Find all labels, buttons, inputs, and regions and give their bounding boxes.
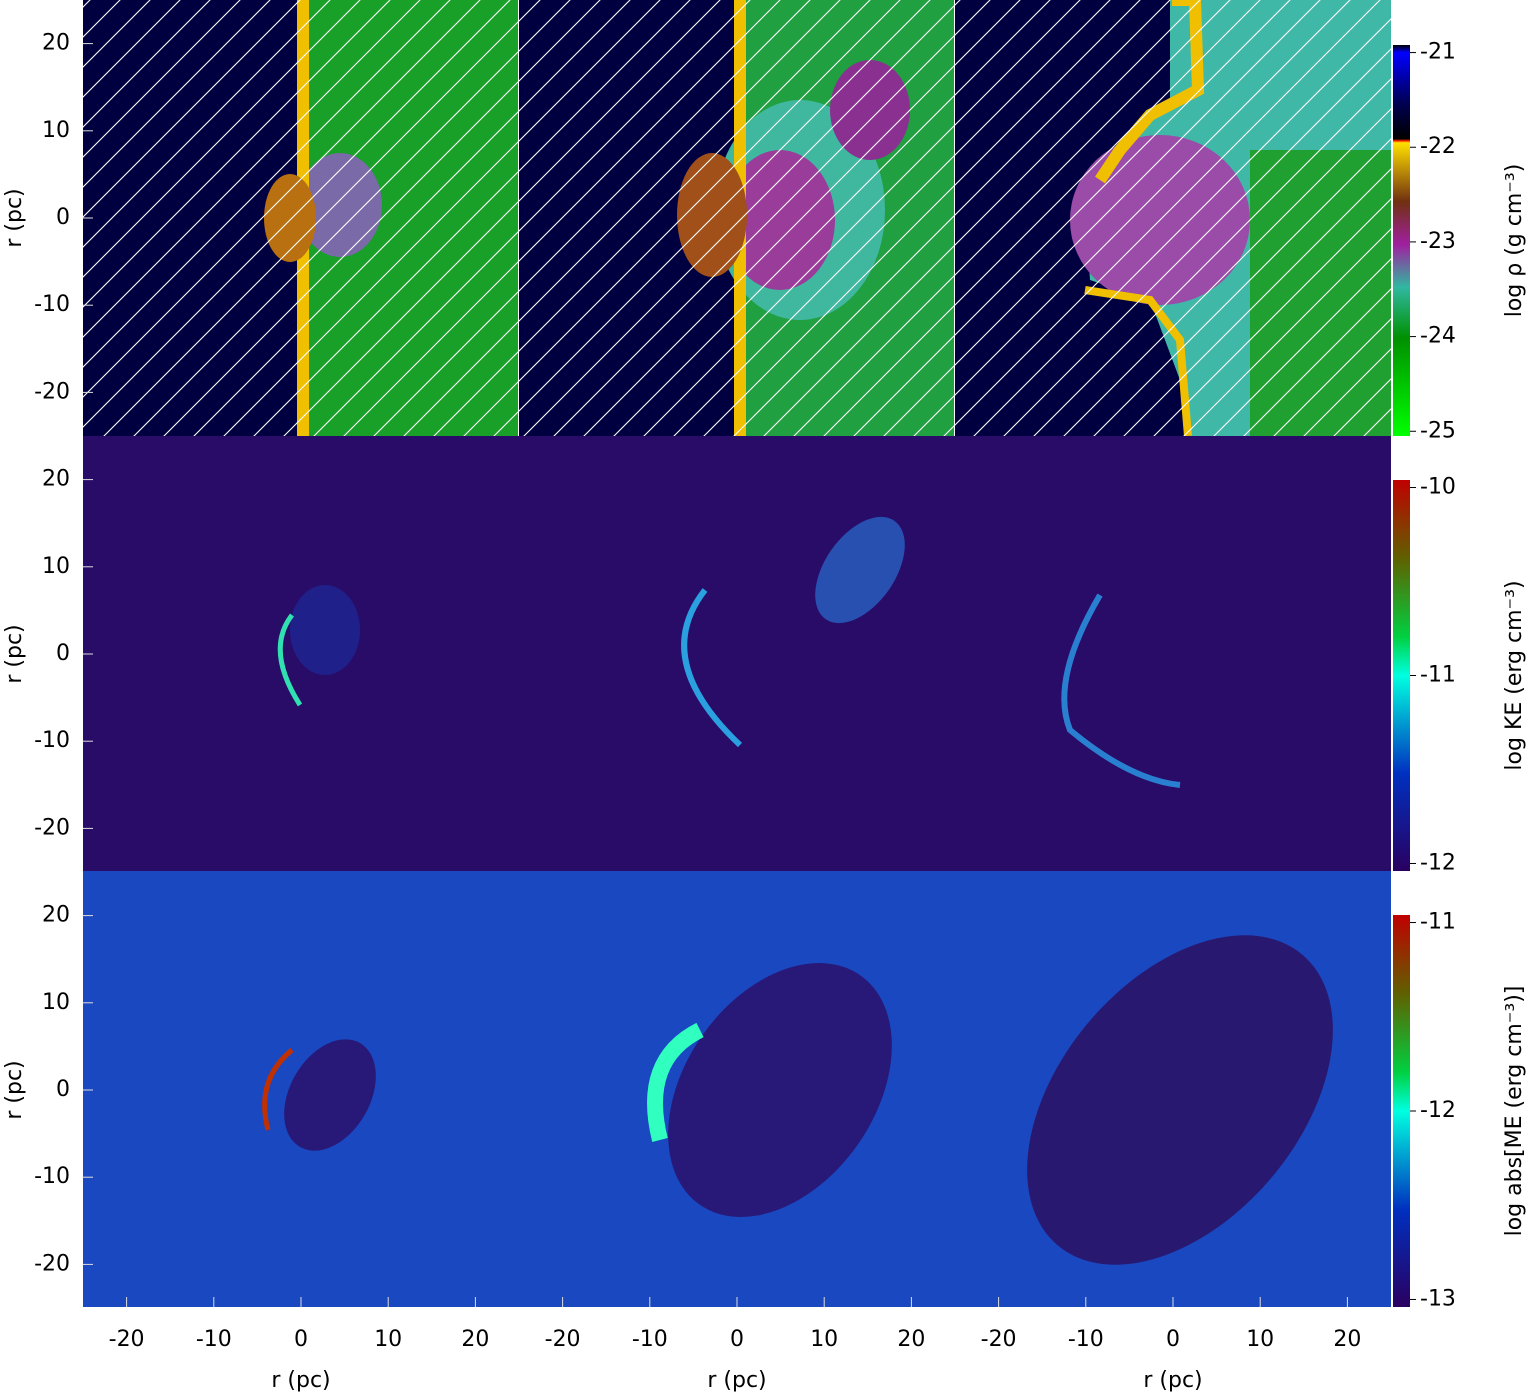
colorbar-tick-label: -23	[1420, 229, 1456, 254]
x-tick-label: 20	[1333, 1327, 1361, 1352]
y-tick-label: 0	[56, 1077, 70, 1102]
colorbar-tick-label: -11	[1420, 663, 1456, 688]
x-tick-label: 0	[730, 1327, 744, 1352]
y-axis-label: r (pc)	[2, 624, 27, 683]
colorbar-tick-label: -25	[1420, 418, 1456, 443]
x-tick-label: -10	[196, 1327, 232, 1352]
colorbar-tick-label: -12	[1420, 1098, 1456, 1123]
y-tick-label: -20	[34, 1251, 70, 1276]
colorbar-label: log ρ (g cm⁻³)	[1502, 164, 1527, 318]
colorbar	[1393, 45, 1410, 436]
x-tick-label: -10	[632, 1327, 668, 1352]
x-tick-label: 10	[1246, 1327, 1274, 1352]
x-tick-label: 20	[461, 1327, 489, 1352]
colorbar-tick-label: -22	[1420, 134, 1456, 159]
y-tick-label: 0	[56, 205, 70, 230]
y-tick-label: -20	[34, 379, 70, 404]
y-axis-label: r (pc)	[2, 1060, 27, 1119]
colorbar-tick-label: -24	[1420, 324, 1456, 349]
y-tick-label: -10	[34, 1164, 70, 1189]
x-axis-label: r (pc)	[707, 1368, 766, 1393]
colorbar-label: log KE (erg cm⁻³)	[1502, 580, 1527, 770]
kinetic-energy-maps	[83, 436, 1391, 871]
colorbar	[1393, 915, 1410, 1307]
y-tick-label: 10	[42, 118, 70, 143]
colorbar-tick-label: -21	[1420, 40, 1456, 65]
y-axis-label: r (pc)	[2, 188, 27, 247]
x-tick-label: 10	[374, 1327, 402, 1352]
y-tick-label: -10	[34, 728, 70, 753]
colorbar	[1393, 480, 1410, 871]
y-tick-label: -20	[34, 815, 70, 840]
x-tick-label: 0	[1166, 1327, 1180, 1352]
x-tick-label: -20	[109, 1327, 145, 1352]
y-tick-label: -10	[34, 292, 70, 317]
y-tick-label: 10	[42, 554, 70, 579]
y-tick-label: 20	[42, 31, 70, 56]
x-tick-label: -20	[545, 1327, 581, 1352]
y-tick-label: 0	[56, 641, 70, 666]
x-axis-label: r (pc)	[271, 1368, 330, 1393]
colorbar-tick-label: -11	[1420, 910, 1456, 935]
colorbar-tick-label: -10	[1420, 475, 1456, 500]
magnetic-energy-maps	[83, 871, 1391, 1307]
x-tick-label: -20	[981, 1327, 1017, 1352]
density-maps	[83, 0, 1391, 436]
x-tick-label: -10	[1068, 1327, 1104, 1352]
colorbar-tick-label: -12	[1420, 850, 1456, 875]
x-tick-label: 10	[810, 1327, 838, 1352]
x-tick-label: 20	[897, 1327, 925, 1352]
y-tick-label: 10	[42, 990, 70, 1015]
y-tick-label: 20	[42, 467, 70, 492]
y-tick-label: 20	[42, 903, 70, 928]
colorbar-tick-label: -13	[1420, 1286, 1456, 1311]
x-tick-label: 0	[294, 1327, 308, 1352]
x-axis-label: r (pc)	[1143, 1368, 1202, 1393]
colorbar-label: log abs[ME (erg cm⁻³)]	[1502, 986, 1527, 1237]
